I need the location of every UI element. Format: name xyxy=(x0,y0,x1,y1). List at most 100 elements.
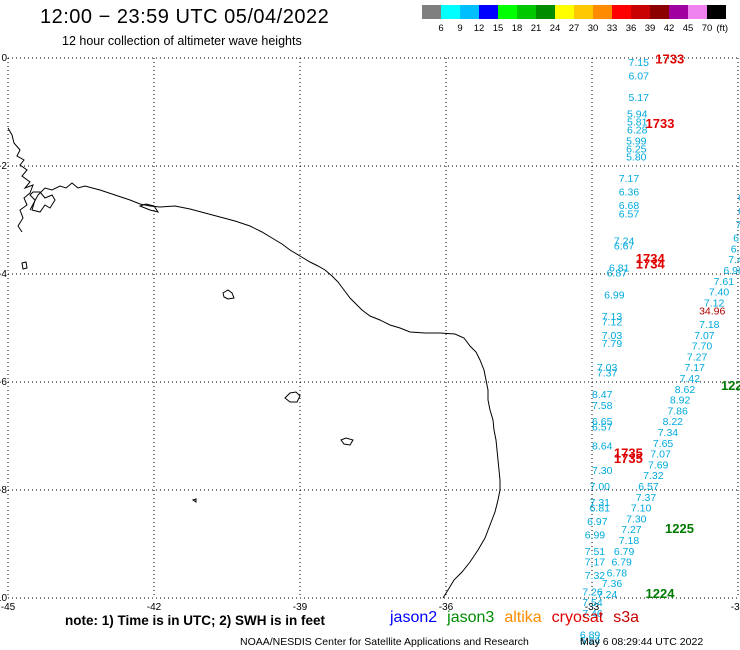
pass-time-label: 1735 xyxy=(614,446,643,461)
legend-swatch xyxy=(707,5,726,19)
legend-swatch xyxy=(498,5,517,19)
wave-height-labels: 7.156.075.175.945.816.285.996.255.807.17… xyxy=(580,51,740,647)
wave-height-value: 7.27 xyxy=(621,524,642,536)
legend-label: 27 xyxy=(569,23,580,34)
footnote: note: 1) Time is in UTC; 2) SWH is in fe… xyxy=(65,613,326,628)
wave-height-value: 7.17 xyxy=(619,173,640,185)
wave-height-value: 6.65 xyxy=(592,416,613,428)
axis-ticks: -45 -42 -39 -36 -33 -30 0 -2 -4 -6 -8 -10 xyxy=(0,53,740,613)
wave-height-value: 6.78 xyxy=(607,567,628,579)
wave-height-value-high: 34.96 xyxy=(699,306,725,318)
wave-height-value: 6.5 xyxy=(731,243,740,255)
wave-height-value: 6.98 xyxy=(723,265,740,277)
wave-height-value: 7.18 xyxy=(619,535,640,547)
wave-height-value: 7.12 xyxy=(704,297,725,309)
legend-label: 30 xyxy=(588,23,599,34)
wave-height-value: 6.57 xyxy=(592,422,613,434)
wave-height-value: 7.12 xyxy=(602,316,623,328)
wave-height-value: 6.79 xyxy=(611,557,632,569)
wave-height-value: 7.07 xyxy=(650,449,671,461)
longitude-tick-label: -39 xyxy=(293,602,308,613)
wave-height-value: 7.26 xyxy=(582,586,603,598)
wave-height-value: 7.03 xyxy=(597,362,618,374)
legend-label: 36 xyxy=(626,23,637,34)
wave-height-value: 6.7 xyxy=(733,233,740,245)
color-legend: 6 9 12 15 18 21 24 27 30 33 36 39 42 45 70 (ft) xyxy=(422,5,728,34)
wave-height-value: 8.47 xyxy=(592,389,613,401)
legend-swatch xyxy=(669,5,688,19)
wave-height-value: 5.81 xyxy=(627,117,648,129)
longitude-tick-label: -33 xyxy=(585,602,600,613)
longitude-tick-label: -30 xyxy=(731,602,740,613)
wave-height-value: 6.07 xyxy=(629,71,650,83)
legend-swatch xyxy=(422,5,441,19)
wave-height-value: 8.64 xyxy=(592,441,613,453)
legend-label: 33 xyxy=(607,23,618,34)
pass-time-label: 1734 xyxy=(636,257,666,272)
wave-height-value: 7.18 xyxy=(699,319,720,331)
wave-height-value: 7.70 xyxy=(692,341,713,353)
wave-height-value: 6.87 xyxy=(607,268,628,280)
wave-height-value: 7.42 xyxy=(680,373,701,385)
wave-height-value: 7.15 xyxy=(629,57,650,69)
coastline-mainland xyxy=(7,127,501,599)
wave-height-value: 7.69 xyxy=(648,459,669,471)
legend-swatch xyxy=(441,5,460,19)
wave-height-value: 6 xyxy=(738,192,740,204)
wave-height-value: 6.84 xyxy=(580,635,601,647)
wave-height-value: 7.42 xyxy=(728,254,740,266)
longitude-tick-label: -36 xyxy=(439,602,454,613)
wave-height-value: 6.25 xyxy=(626,144,647,156)
pass-time-label: 1735 xyxy=(614,451,643,466)
legend-label: 9 xyxy=(457,23,462,34)
wave-height-value: 7.00 xyxy=(590,481,611,493)
legend-label: 18 xyxy=(512,23,523,34)
wave-height-value: 7.03 xyxy=(602,330,623,342)
wave-height-value: 7.79 xyxy=(602,338,623,350)
legend-label: 45 xyxy=(683,23,694,34)
wave-height-value: 6.57 xyxy=(619,208,640,220)
legend-label: 39 xyxy=(645,23,656,34)
longitude-tick-label: -45 xyxy=(1,602,16,613)
wave-height-value: 7.17 xyxy=(585,557,606,569)
wave-height-value: 5.80 xyxy=(626,152,647,164)
coastline xyxy=(7,127,501,599)
wave-height-value: 6.57 xyxy=(638,481,659,493)
wave-height-value: 7.51 xyxy=(585,546,606,558)
wave-height-value: 7.17 xyxy=(684,362,705,374)
legend-swatch xyxy=(479,5,498,19)
island-shape xyxy=(191,498,197,503)
pass-time-label: 1224 xyxy=(646,586,676,601)
wave-height-value: 7.07 xyxy=(694,330,715,342)
wave-height-value: 7.13 xyxy=(602,311,623,323)
island-shape xyxy=(21,261,28,270)
satellite-s3a: s3a xyxy=(613,609,640,626)
legend-swatch xyxy=(574,5,593,19)
legend-unit: (ft) xyxy=(716,23,728,34)
wave-height-value: 7.30 xyxy=(592,465,613,477)
wave-height-value: 7.58 xyxy=(592,400,613,412)
latitude-tick-label: 0 xyxy=(1,53,7,64)
island-shape xyxy=(138,203,160,213)
wave-height-value: 6.99 xyxy=(585,530,606,542)
satellite-cryosat: cryosat xyxy=(551,609,604,626)
latitude-tick-label: -10 xyxy=(0,593,7,604)
latitude-tick-label: -4 xyxy=(0,269,7,280)
wave-height-value: 7.37 xyxy=(597,368,618,380)
wave-height-value: 7.86 xyxy=(667,405,688,417)
wave-height-value: 5.94 xyxy=(627,108,648,120)
satellite-jason3: jason3 xyxy=(447,609,495,626)
satellite-altika: altika xyxy=(504,609,542,626)
wave-height-value: 7.24 xyxy=(597,589,618,601)
pass-time-label: 122 xyxy=(721,378,740,393)
wave-height-value: 7.31 xyxy=(590,497,611,509)
wave-height-value: 7.24 xyxy=(614,235,635,247)
legend-swatch xyxy=(650,5,669,19)
satellite-legend: jason2 jason3 altika cryosat s3a xyxy=(390,609,649,627)
satellite-jason2: jason2 xyxy=(390,609,438,626)
pass-time-label: 1733 xyxy=(646,116,675,131)
page-title: 12:00 − 23:59 UTC 05/04/2022 xyxy=(40,6,330,28)
latitude-tick-label: -8 xyxy=(0,485,7,496)
pass-time-label: 1225 xyxy=(665,521,694,536)
